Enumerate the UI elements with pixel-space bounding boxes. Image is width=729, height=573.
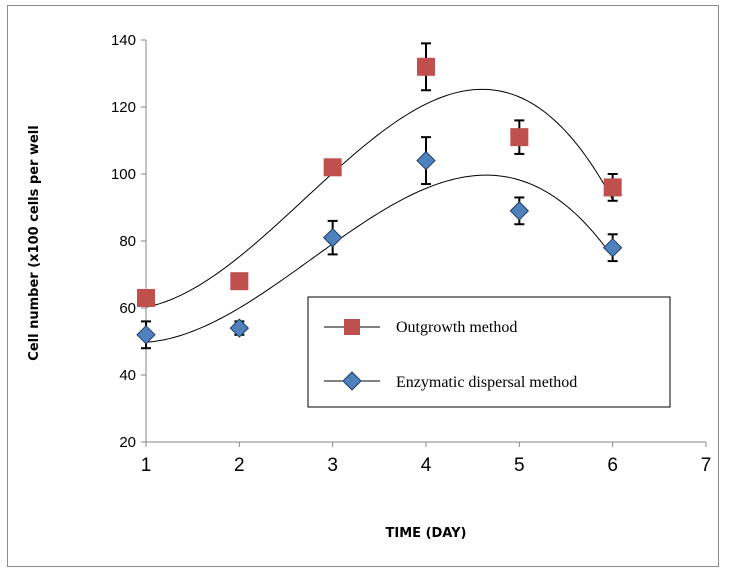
x-tick-label: 5 [514,455,525,476]
y-tick-label: 120 [111,99,136,116]
x-tick-label: 3 [327,455,338,476]
legend-marker-outgrowth [344,319,360,335]
y-axis-title: Cell number (x100 cells per well [27,125,42,360]
data-point-enzymatic [509,201,530,221]
data-point-outgrowth [603,178,622,197]
data-point-outgrowth [417,57,435,76]
data-point-enzymatic [229,318,250,338]
y-tick-label: 100 [111,166,136,183]
x-tick-label: 6 [607,455,618,476]
x-tick-label: 4 [421,455,432,476]
chart-frame [7,5,719,567]
y-tick-label: 60 [119,300,136,317]
legend-box [307,296,671,408]
x-tick-label: 1 [141,455,152,476]
legend-label-enzymatic: Enzymatic dispersal method [396,374,577,391]
data-point-outgrowth [323,158,342,177]
x-tick-label: 7 [701,455,712,476]
data-point-enzymatic [322,227,343,248]
y-tick-label: 140 [111,32,136,49]
data-point-outgrowth [137,288,155,307]
trendline-series-1 [145,174,614,343]
y-tick-label: 80 [119,233,136,250]
data-point-outgrowth [510,128,529,147]
data-point-enzymatic [416,150,436,171]
x-axis-title: TIME (DAY) [386,526,467,541]
y-tick-label: 20 [119,434,136,451]
legend-label-outgrowth: Outgrowth method [396,319,517,336]
legend: Outgrowth method Enzymatic dispersal met… [307,296,671,408]
trendline-series-0 [145,88,614,308]
data-point-outgrowth [230,272,249,291]
data-point-enzymatic [602,237,623,258]
x-tick-label: 2 [234,455,245,476]
data-point-enzymatic [136,325,156,345]
legend-marker-enzymatic [342,371,362,391]
y-tick-label: 40 [119,367,136,384]
